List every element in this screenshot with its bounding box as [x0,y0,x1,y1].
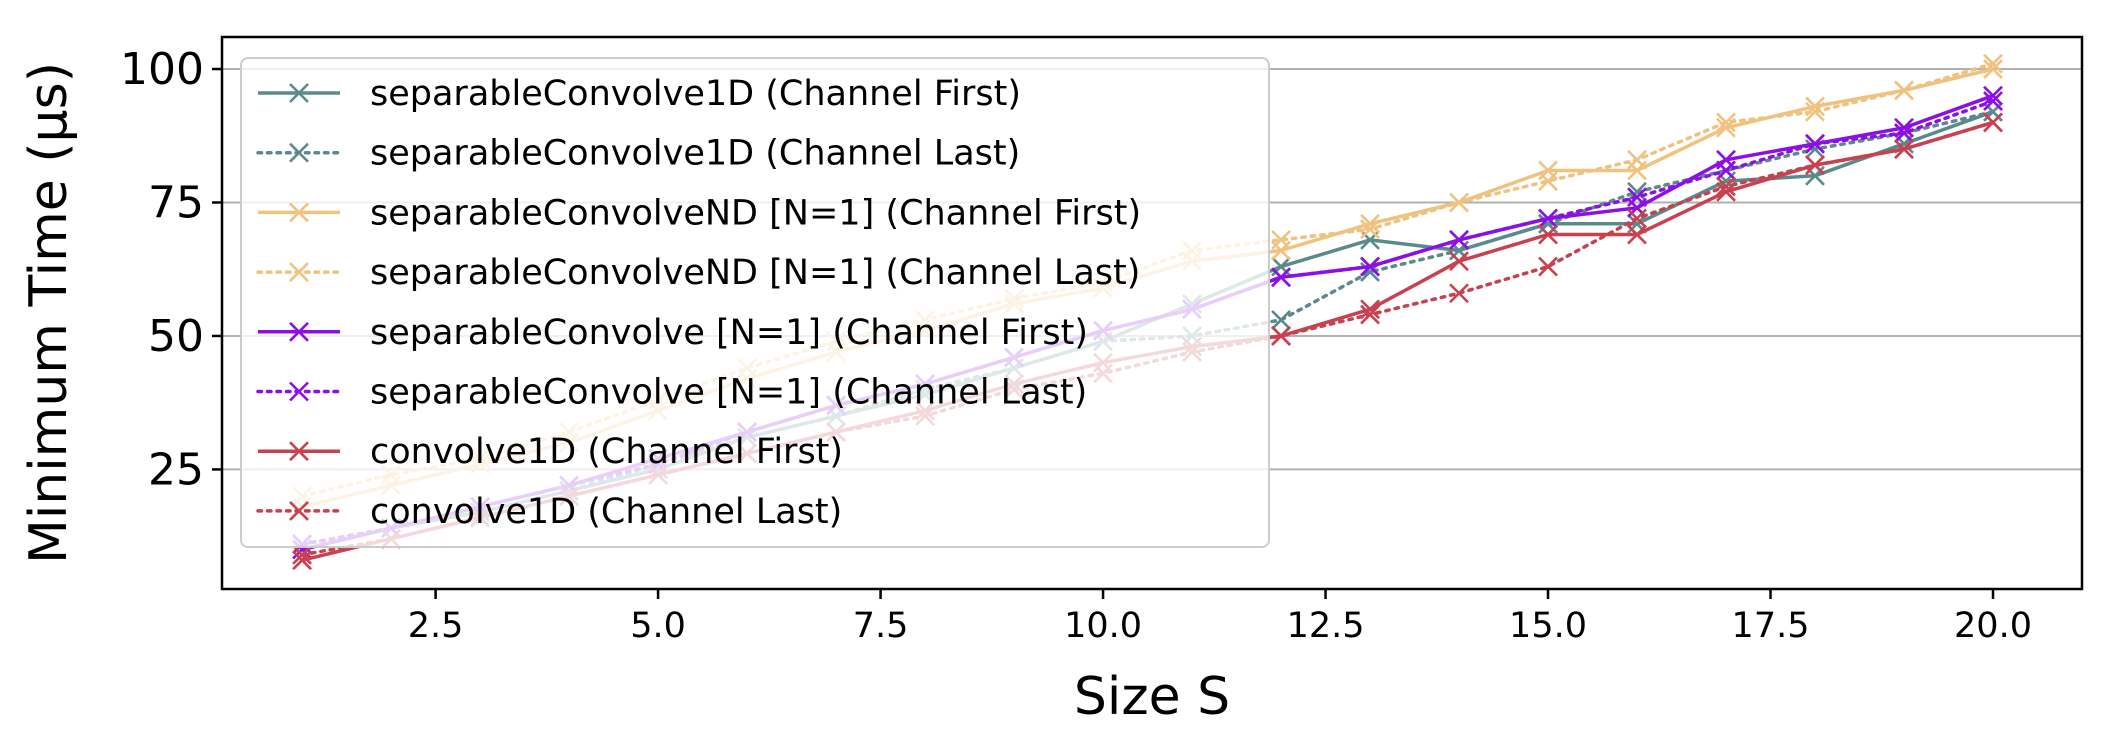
legend-entry: separableConvolve [N=1] (Channel First) [258,313,1088,353]
data-point [292,550,313,571]
data-point [1271,267,1291,288]
legend-label: convolve1D (Channel First) [370,432,843,472]
data-point [1538,171,1558,192]
data-point [1716,176,1736,197]
legend-marker [289,381,309,402]
legend-entry: convolve1D (Channel Last) [256,492,842,532]
legend-label: separableConvolve1D (Channel Last) [370,134,1020,174]
data-point [1805,101,1825,122]
data-point [1983,59,2003,79]
data-point [1538,224,1558,245]
legend-entry: separableConvolve1D (Channel Last) [256,134,1020,174]
legend-entry: separableConvolve1D (Channel First) [258,74,1021,114]
y-tick-label: 75 [148,177,204,228]
x-tick-label: 12.5 [1287,606,1365,646]
legend-marker [289,202,309,223]
legend-marker [289,441,309,462]
data-point [1894,139,1914,160]
data-point [1805,133,1825,154]
data-point [1360,299,1380,320]
legend-entry: separableConvolveND [N=1] (Channel Last) [256,253,1140,293]
data-point [1449,283,1469,304]
legend-marker [289,500,309,521]
data-point [1983,101,2003,122]
data-point [1449,192,1469,213]
x-tick-label: 7.5 [853,606,909,646]
legend-label: separableConvolveND [N=1] (Channel Last) [370,253,1140,293]
data-point [1271,256,1291,277]
data-point [1983,53,2003,74]
legend-frame [240,57,1270,548]
legend-label: separableConvolve [N=1] (Channel First) [370,313,1088,353]
data-point [1894,80,1914,101]
data-point [1627,149,1647,170]
x-tick-label: 10.0 [1064,606,1142,646]
data-point [1538,208,1558,229]
data-point [1360,256,1380,277]
legend-label: convolve1D (Channel Last) [370,492,842,532]
x-tick-label: 2.5 [408,606,464,646]
data-point [1271,229,1291,250]
legend-label: separableConvolve1D (Channel First) [370,74,1021,114]
legend-marker [289,262,309,283]
x-tick-label: 15.0 [1509,606,1587,646]
y-axis-label: Minimum Time (µs) [19,62,79,564]
legend-label: separableConvolveND [N=1] (Channel First… [370,193,1141,233]
y-tick-label: 50 [148,311,204,362]
data-point [1538,256,1558,277]
x-tick-label: 20.0 [1954,606,2032,646]
data-point [1449,229,1469,250]
data-point [1627,181,1647,202]
data-point [1983,91,2003,111]
legend-marker [289,83,309,103]
y-tick-label: 25 [148,444,204,495]
legend-entry: separableConvolveND [N=1] (Channel First… [258,193,1141,233]
legend-entry: convolve1D (Channel First) [258,432,843,472]
data-point [1360,219,1380,240]
data-point [1360,304,1380,325]
legend-entry: separableConvolve [N=1] (Channel Last) [256,373,1087,413]
data-point [1894,117,1914,138]
data-point [1627,187,1647,208]
data-point [1983,85,2003,106]
data-point [292,544,313,565]
data-point [1271,310,1291,330]
data-point [1627,224,1647,245]
data-point [1894,123,1914,144]
data-point [1360,213,1380,234]
data-point [1716,112,1736,133]
legend-marker [289,142,309,163]
data-point [1271,326,1291,346]
legend-label: separableConvolve [N=1] (Channel Last) [370,373,1087,413]
plot-frame [220,35,2084,591]
x-tick-label: 5.0 [630,606,686,646]
x-axis-label: Size S [1074,667,1230,727]
data-point [1449,251,1469,272]
x-tick-label: 17.5 [1732,606,1810,646]
y-tick-label: 100 [120,44,204,95]
axis-ticks: 25 50 75 100 2.5 5.0 7.5 10.0 12.5 15.0 17.5 20.0 [120,44,2032,646]
data-point [1627,208,1647,229]
data-point [1716,160,1736,181]
data-point [1983,112,2003,133]
data-point [1805,155,1825,176]
legend-marker [289,321,309,342]
legend: separableConvolve1D (Channel First) separ… [240,57,1270,548]
